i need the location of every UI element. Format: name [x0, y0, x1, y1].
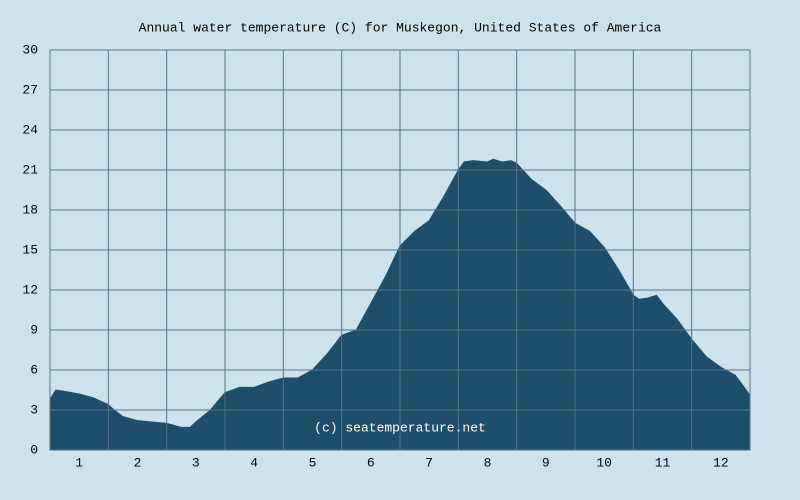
- y-tick-label: 27: [22, 82, 38, 97]
- y-tick-label: 3: [30, 402, 38, 417]
- y-tick-label: 12: [22, 282, 38, 297]
- annotation: (c) seatemperature.net: [314, 420, 486, 435]
- y-tick-label: 0: [30, 442, 38, 457]
- x-tick-label: 10: [596, 455, 612, 470]
- x-tick-label: 5: [309, 455, 317, 470]
- x-tick-label: 2: [134, 455, 142, 470]
- chart-title: Annual water temperature (C) for Muskego…: [139, 20, 662, 35]
- x-tick-label: 1: [75, 455, 83, 470]
- x-tick-label: 11: [655, 455, 671, 470]
- y-tick-label: 30: [22, 42, 38, 57]
- x-tick-label: 3: [192, 455, 200, 470]
- x-tick-label: 9: [542, 455, 550, 470]
- y-tick-label: 9: [30, 322, 38, 337]
- y-tick-label: 6: [30, 362, 38, 377]
- y-tick-label: 24: [22, 122, 38, 137]
- y-tick-label: 18: [22, 202, 38, 217]
- x-tick-label: 7: [425, 455, 433, 470]
- x-tick-label: 12: [713, 455, 729, 470]
- plot-frame: [49, 49, 751, 451]
- y-tick-label: 21: [22, 162, 38, 177]
- x-tick-label: 4: [250, 455, 258, 470]
- x-tick-label: 8: [484, 455, 492, 470]
- y-tick-label: 15: [22, 242, 38, 257]
- x-tick-label: 6: [367, 455, 375, 470]
